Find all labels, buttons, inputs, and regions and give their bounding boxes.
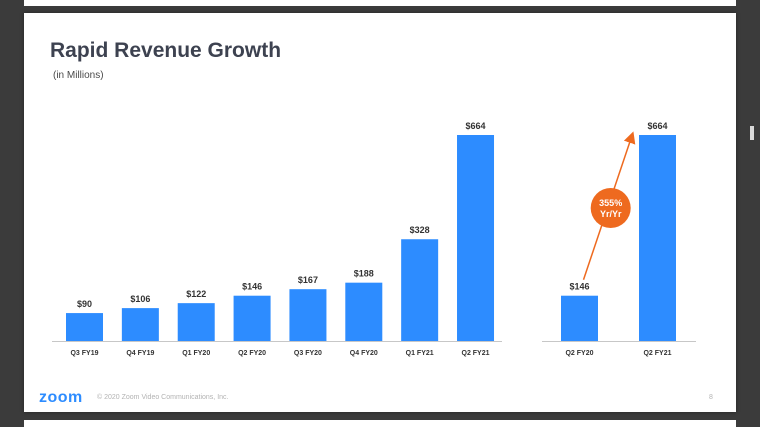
bar-value-label: $146: [242, 282, 262, 292]
bar-value-label: $188: [354, 269, 374, 279]
bar-q4-fy19: [121, 308, 159, 341]
x-tick-label: Q4 FY20: [350, 350, 378, 357]
bar-q4-fy20: [345, 282, 383, 341]
slide: Rapid Revenue Growth (in Millions) $90 Q3…: [24, 13, 736, 412]
x-tick-label: Q1 FY20: [182, 350, 210, 357]
bar-value-label: $106: [130, 294, 150, 304]
x-tick-label: Q2 FY20: [565, 350, 593, 357]
x-tick-label: Q3 FY19: [70, 350, 98, 357]
bar-q1-fy20: [177, 303, 215, 341]
slide-title: Rapid Revenue Growth: [50, 39, 282, 62]
next-slide-edge: [24, 420, 736, 427]
revenue-chart: $90 Q3 FY19 $106 Q4 FY19 $122 Q1 FY20 $146 Q2 F…: [52, 121, 696, 357]
year-over-year-bars: $146 Q2 FY20 $664 Q2 FY21: [542, 121, 696, 357]
bar-q2-fy20: [561, 295, 598, 341]
x-tick-label: Q2 FY21: [462, 350, 490, 357]
growth-percent: 355%: [599, 198, 622, 208]
growth-annotation: 355%Yr/Yr: [582, 131, 636, 280]
bar-value-label: $122: [186, 289, 206, 299]
scrollbar-marker: [750, 126, 754, 140]
bar-value-label: $167: [298, 275, 318, 285]
slide-subtitle: (in Millions): [53, 70, 104, 81]
bar-q2-fy20: [233, 295, 271, 341]
bar-q2-fy21: [457, 135, 495, 341]
x-tick-label: Q4 FY19: [126, 350, 154, 357]
growth-badge: [590, 188, 631, 228]
bar-value-label: $328: [410, 225, 430, 235]
quarterly-revenue-bars: $90 Q3 FY19 $106 Q4 FY19 $122 Q1 FY20 $146 Q2 F…: [52, 121, 502, 357]
bar-value-label: $90: [77, 299, 92, 309]
bar-value-label: $146: [569, 282, 589, 292]
page-number: 8: [709, 394, 713, 401]
growth-period: Yr/Yr: [600, 209, 622, 219]
bar-q3-fy19: [66, 313, 103, 341]
bar-q3-fy20: [289, 289, 327, 341]
bar-q1-fy21: [401, 239, 439, 341]
bar-q2-fy21: [639, 135, 676, 341]
previous-slide-edge: [24, 0, 736, 6]
bar-value-label: $664: [647, 121, 667, 131]
x-tick-label: Q2 FY20: [238, 350, 266, 357]
bar-value-label: $664: [466, 121, 486, 131]
footer-copyright: © 2020 Zoom Video Communications, Inc.: [97, 394, 229, 401]
x-tick-label: Q2 FY21: [643, 350, 671, 357]
zoom-logo: zoom: [39, 389, 83, 406]
x-tick-label: Q1 FY21: [406, 350, 434, 357]
x-tick-label: Q3 FY20: [294, 350, 322, 357]
